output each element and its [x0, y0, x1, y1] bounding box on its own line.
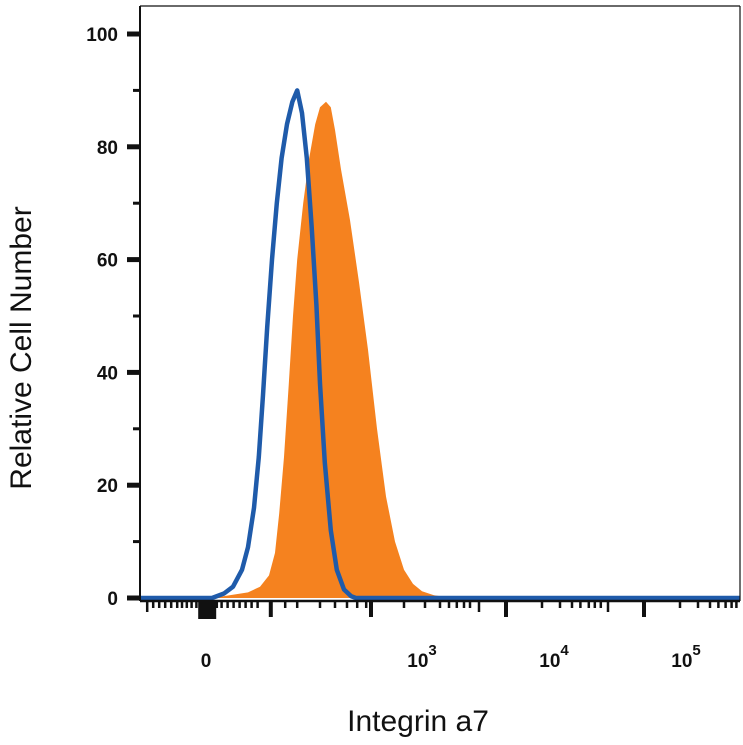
y-tick-label: 40 — [97, 363, 118, 384]
histogram-filled-series — [170, 101, 740, 598]
x-tick-label: 103 — [407, 642, 436, 672]
x-tick-label: 104 — [539, 642, 569, 672]
x-tick-label: 0 — [201, 651, 212, 672]
histogram-outline-series — [140, 88, 740, 601]
axes-layer: 0 20 40 60 80 100 0 103 104 105 — [86, 5, 741, 672]
y-tick-label: 0 — [107, 589, 118, 610]
x-tick-label: 105 — [671, 642, 700, 672]
series-layer — [140, 88, 740, 601]
y-axis-title: Relative Cell Number — [5, 206, 38, 489]
y-tick-label: 20 — [97, 476, 118, 497]
y-tick-label: 60 — [97, 251, 118, 272]
x-axis-title: Integrin a7 — [347, 705, 489, 738]
x-zero-tick-cluster — [198, 601, 217, 619]
y-tick-label: 100 — [86, 25, 118, 46]
y-tick-label: 80 — [97, 138, 118, 159]
